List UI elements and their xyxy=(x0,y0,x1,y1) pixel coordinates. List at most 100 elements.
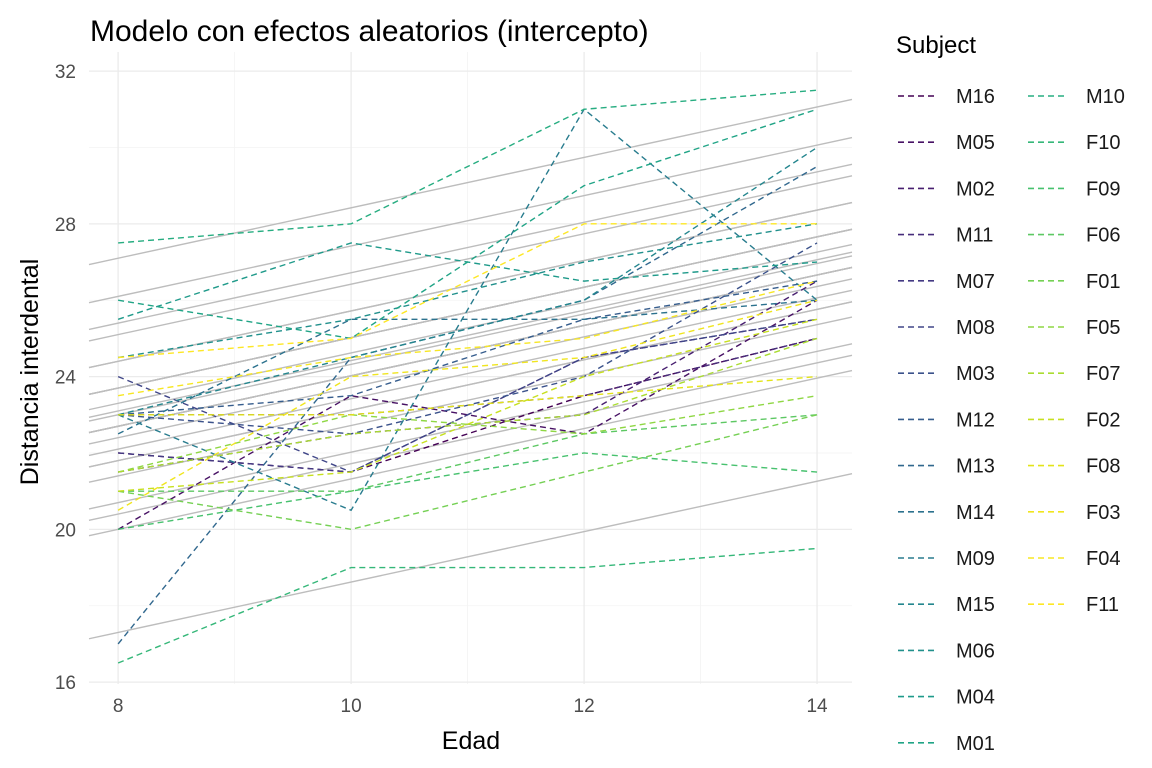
series-line-f03 xyxy=(117,299,818,511)
legend-label: M03 xyxy=(956,363,995,385)
legend-label: F07 xyxy=(1086,363,1120,385)
fitted-line xyxy=(88,98,853,266)
series-line-m09 xyxy=(117,108,818,512)
series-line-f10 xyxy=(117,547,818,664)
legend-title: Subject xyxy=(896,32,976,59)
legend-label: M07 xyxy=(956,271,995,293)
legend-label: M14 xyxy=(956,502,995,524)
legend-label: F10 xyxy=(1086,132,1120,154)
legend-item-m10: M10 xyxy=(1028,86,1125,108)
series-line-m03 xyxy=(118,242,818,435)
legend-label: M16 xyxy=(956,86,995,108)
y-axis-ticks: 16 20 24 28 32 xyxy=(55,62,77,694)
x-tick-label: 8 xyxy=(113,696,124,717)
legend-label: M04 xyxy=(956,687,995,709)
legend-item-f11: F11 xyxy=(1028,594,1119,616)
series-line-f11 xyxy=(118,223,818,359)
legend-label: F02 xyxy=(1086,409,1120,431)
legend-label: M13 xyxy=(956,456,995,478)
series-line-f09 xyxy=(118,452,818,531)
y-tick-label: 32 xyxy=(55,62,76,83)
x-tick-label: 14 xyxy=(806,696,828,717)
series-line-f06 xyxy=(118,414,818,492)
legend-item-f08: F08 xyxy=(1028,456,1120,478)
fitted-line xyxy=(88,243,853,411)
series-line-f02 xyxy=(118,318,818,492)
legend-item-f03: F03 xyxy=(1028,502,1120,524)
legend-label: M05 xyxy=(956,132,995,154)
fitted-line xyxy=(88,163,853,331)
legend-item-m05: M05 xyxy=(898,132,995,154)
legend-label: F05 xyxy=(1086,317,1120,339)
legend-label: M11 xyxy=(956,225,993,247)
legend-label: F06 xyxy=(1086,225,1120,247)
legend-label: M08 xyxy=(956,317,995,339)
x-tick-label: 10 xyxy=(341,696,362,717)
legend-item-m01: M01 xyxy=(898,733,995,755)
series-line-m06 xyxy=(118,223,818,359)
legend-item-m08: M08 xyxy=(898,317,995,339)
legend-label: F03 xyxy=(1086,502,1120,524)
legend: M16 M05 M02 M11 M07 M08 M03 M12 M13 M14 M09 M15 M06 M… xyxy=(898,86,1125,755)
legend-item-m03: M03 xyxy=(898,363,995,385)
fitted-line xyxy=(88,316,853,483)
legend-item-m14: M14 xyxy=(898,502,995,524)
legend-label: F01 xyxy=(1086,271,1120,293)
legend-label: M15 xyxy=(956,594,995,616)
series-line-m10 xyxy=(118,89,818,244)
legend-label: M06 xyxy=(956,640,995,662)
series-line-f08 xyxy=(118,375,818,416)
fitted-lines xyxy=(88,98,853,640)
series-line-m08 xyxy=(117,318,818,473)
fitted-line xyxy=(88,289,853,457)
fitted-line xyxy=(88,255,853,422)
fitted-line xyxy=(88,354,853,522)
y-axis-title: Distancia interdental xyxy=(16,259,44,486)
series-line-m13 xyxy=(117,165,818,645)
y-tick-label: 24 xyxy=(55,368,77,389)
legend-item-m06: M06 xyxy=(898,640,995,662)
legend-label: M01 xyxy=(956,733,995,755)
legend-label: M09 xyxy=(956,548,995,570)
x-axis-title: Edad xyxy=(442,727,500,755)
legend-item-m11: M11 xyxy=(898,225,993,247)
fitted-line xyxy=(88,228,853,396)
fitted-line xyxy=(88,301,853,468)
fitted-line xyxy=(88,369,853,537)
legend-item-m16: M16 xyxy=(898,86,995,108)
legend-item-m15: M15 xyxy=(898,594,995,616)
series-line-f05 xyxy=(117,394,818,473)
legend-item-m04: M04 xyxy=(898,687,995,709)
legend-label: M12 xyxy=(956,409,995,431)
legend-item-f04: F04 xyxy=(1028,548,1120,570)
legend-item-f01: F01 xyxy=(1028,271,1120,293)
fitted-line xyxy=(88,175,853,342)
x-axis-ticks: 8 10 12 14 xyxy=(113,696,828,717)
legend-item-m12: M12 xyxy=(898,409,995,431)
legend-item-m09: M09 xyxy=(898,548,995,570)
legend-item-f05: F05 xyxy=(1028,317,1120,339)
legend-item-m07: M07 xyxy=(898,271,995,293)
fitted-line xyxy=(88,251,853,418)
fitted-line xyxy=(88,472,853,640)
fitted-line xyxy=(88,136,853,304)
legend-item-f10: F10 xyxy=(1028,132,1120,154)
legend-label: F04 xyxy=(1086,548,1120,570)
chart-title: Modelo con efectos aleatorios (intercept… xyxy=(90,15,649,48)
series-line-f01 xyxy=(118,414,818,531)
legend-item-f02: F02 xyxy=(1028,409,1120,431)
legend-label: M02 xyxy=(956,178,995,200)
legend-label: F09 xyxy=(1086,178,1120,200)
legend-item-f07: F07 xyxy=(1028,363,1120,385)
legend-item-m02: M02 xyxy=(898,178,995,200)
legend-item-f09: F09 xyxy=(1028,178,1120,200)
series-line-f04 xyxy=(118,280,818,397)
y-tick-label: 16 xyxy=(55,673,76,694)
series-line-m01 xyxy=(118,108,818,340)
y-tick-label: 28 xyxy=(55,215,76,236)
y-tick-label: 20 xyxy=(55,520,76,541)
legend-item-m13: M13 xyxy=(898,456,995,478)
legend-item-f06: F06 xyxy=(1028,225,1120,247)
legend-label: F08 xyxy=(1086,456,1120,478)
